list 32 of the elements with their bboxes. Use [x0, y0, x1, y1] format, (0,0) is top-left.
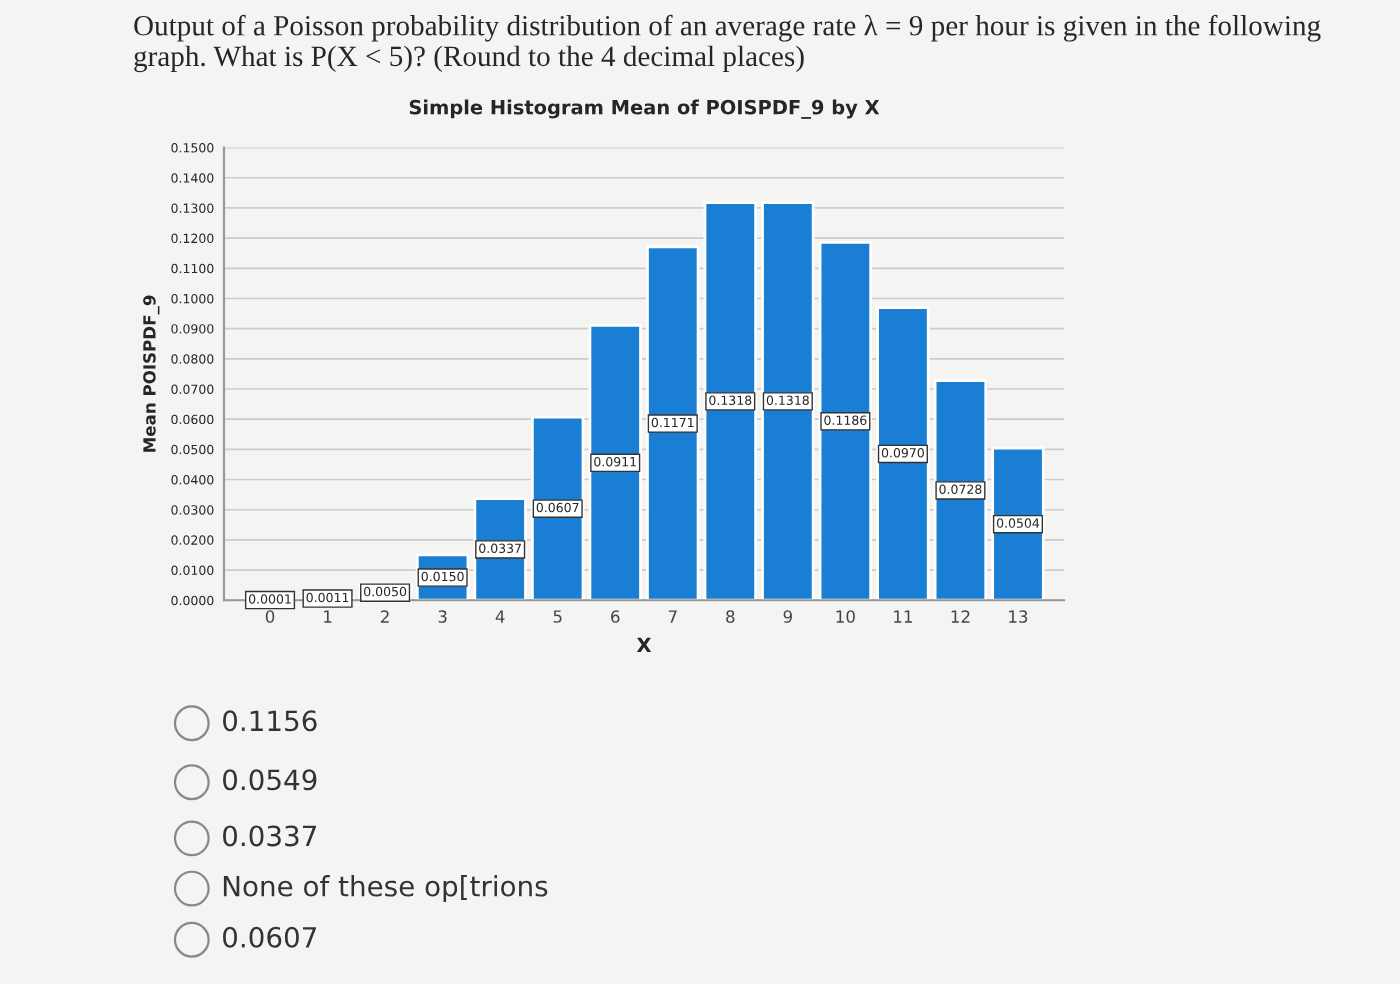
x-tick-label: 6 [611, 610, 620, 623]
bar [646, 245, 700, 601]
x-tick-label: 9 [783, 610, 792, 623]
x-tick-label: 7 [668, 610, 677, 623]
bar [876, 306, 930, 601]
text: Output of a Poisson probability distribution of an average rate λ = 9 per hour is given in the following graph. What is P(X < 5)? (Round to the 4 decimal places) [134, 14, 1321, 73]
bar [818, 240, 873, 601]
x-tick-label: 5 [553, 610, 562, 623]
text: 0.0337 [223, 825, 317, 847]
bar [933, 379, 988, 601]
text: 0.0549 [223, 769, 317, 791]
x-tick-label: 4 [495, 610, 505, 623]
chart-title: Simple Histogram Mean of POISPDF_9 by X [409, 99, 880, 119]
text: 0.0607 [223, 926, 317, 948]
y-axis-title: Mean POISPDF_9 [143, 295, 160, 452]
x-tick-label: 3 [438, 610, 447, 623]
x-tick-label: 8 [726, 610, 735, 623]
bar [761, 201, 815, 601]
text: None of these op[trions [223, 875, 548, 902]
text: 0.1156 [223, 710, 317, 732]
x-tick-label: 10 [836, 610, 855, 623]
bar [991, 446, 1045, 601]
x-tick-label: 0 [265, 610, 275, 623]
x-axis-title: X [636, 637, 652, 652]
x-tick-label: 2 [381, 610, 389, 623]
x-tick-label: 12 [951, 610, 970, 623]
x-tick-label: 1 [324, 610, 332, 623]
x-tick-label: 13 [1009, 610, 1028, 623]
bar [530, 415, 585, 601]
x-tick-label: 11 [894, 610, 912, 623]
bar [703, 201, 758, 601]
bar [588, 323, 642, 601]
